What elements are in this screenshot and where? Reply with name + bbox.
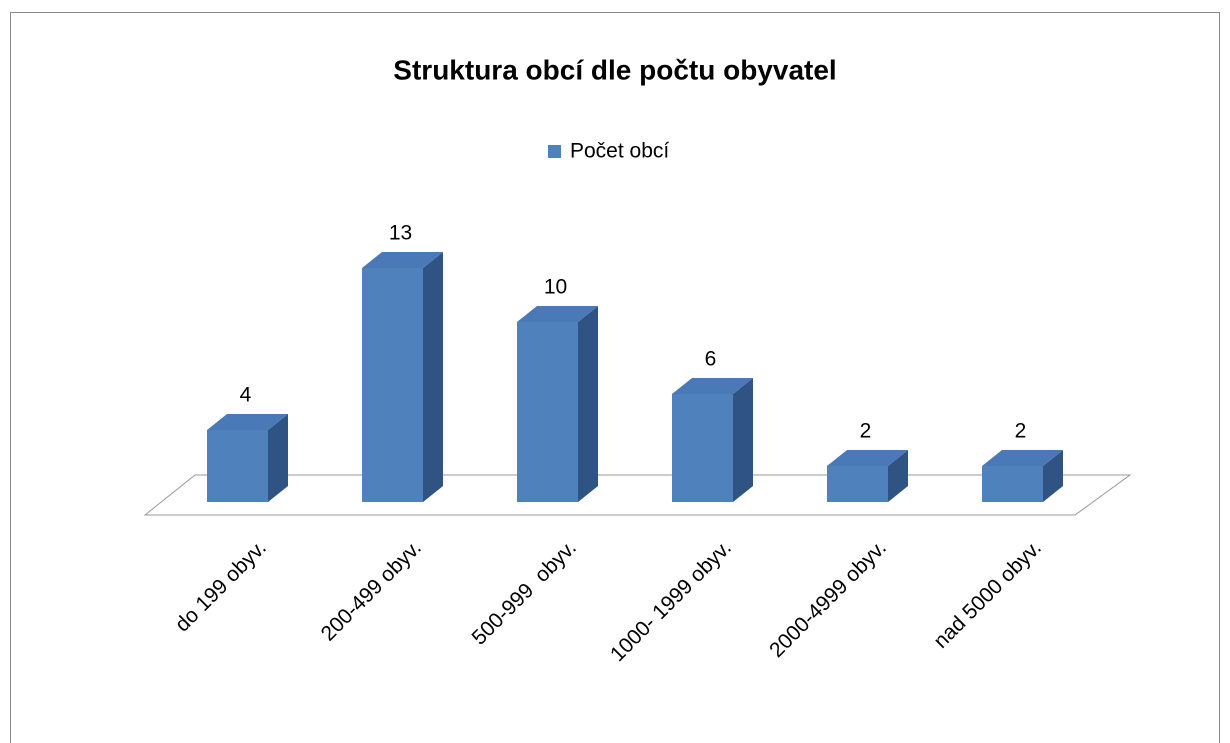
chart-frame — [10, 12, 1220, 743]
bar-front — [827, 466, 888, 502]
bar-front — [207, 430, 268, 502]
bar-side — [268, 414, 288, 502]
bar-front — [982, 466, 1043, 502]
chart-title: Struktura obcí dle počtu obyvatel — [393, 54, 836, 85]
bar-top — [517, 306, 598, 322]
bar — [207, 414, 288, 502]
value-label: 2 — [860, 420, 872, 443]
bar-side — [1043, 450, 1063, 502]
bar-top — [672, 378, 753, 394]
legend-label: Počet obcí — [570, 140, 669, 163]
bar — [517, 306, 598, 502]
bar-side — [578, 306, 598, 502]
bar — [672, 378, 753, 502]
bar-top — [827, 450, 908, 466]
bar-front — [672, 394, 733, 502]
bar — [827, 450, 908, 502]
floor — [143, 474, 1132, 516]
bar-front — [517, 322, 578, 502]
bar-top — [207, 414, 288, 430]
bar-top — [362, 252, 443, 268]
bar-side — [423, 252, 443, 502]
value-label: 13 — [389, 222, 412, 245]
value-label: 6 — [705, 348, 717, 371]
legend-swatch — [548, 145, 561, 158]
bar-front — [362, 268, 423, 502]
bar-side — [888, 450, 908, 502]
value-label: 2 — [1015, 420, 1027, 443]
bar-side — [733, 378, 753, 502]
bar-top — [982, 450, 1063, 466]
value-label: 4 — [240, 384, 252, 407]
bar — [362, 252, 443, 502]
bar — [982, 450, 1063, 502]
value-label: 10 — [544, 276, 567, 299]
